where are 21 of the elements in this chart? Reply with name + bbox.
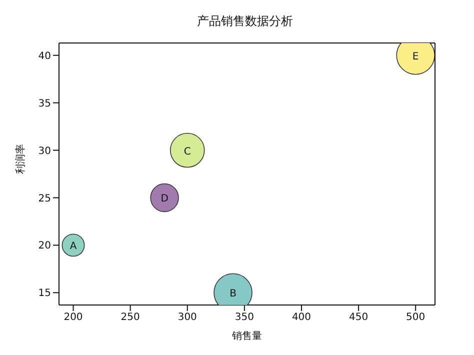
annotation: C [184, 146, 191, 158]
y-axis-title: 利润率 [14, 144, 27, 174]
x-tick-label: 300 [178, 312, 197, 324]
y-tick-label: 25 [38, 193, 51, 204]
x-tick-label: 450 [349, 312, 368, 324]
chart-title: 产品销售数据分析 [196, 13, 294, 30]
annotation: A [70, 241, 77, 252]
x-tick-label: 350 [234, 312, 254, 324]
x-tick-label: 250 [120, 312, 140, 324]
y-tick-label: 35 [38, 98, 51, 110]
y-tick-label: 15 [38, 288, 51, 300]
y-tick-label: 40 [38, 50, 51, 62]
x-axis-title: 销售量 [231, 330, 262, 342]
annotation: D [160, 194, 169, 205]
x-tick-label: 400 [292, 312, 312, 324]
x-tick-label: 200 [64, 312, 83, 324]
x-tick-label: 500 [406, 312, 426, 324]
annotation: E [412, 51, 419, 62]
annotation: B [230, 288, 237, 300]
y-tick-label: 20 [38, 240, 51, 252]
y-tick-label: 30 [38, 146, 51, 157]
